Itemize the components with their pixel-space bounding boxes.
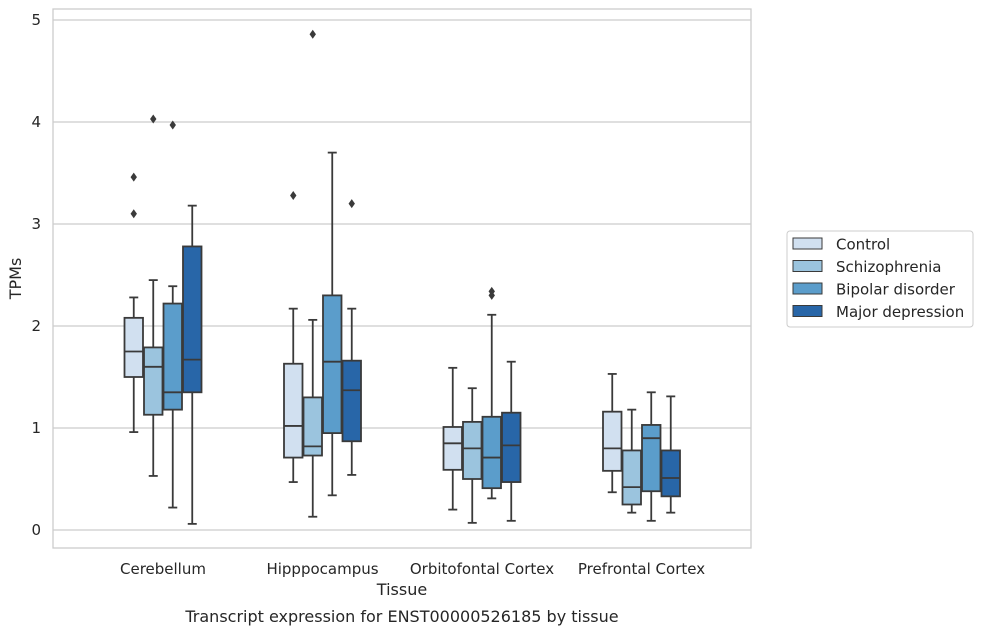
outlier-point	[488, 290, 495, 300]
box-control-3	[602, 373, 623, 494]
box-bipolar-disorder-3	[641, 391, 662, 522]
box-major-depression-0	[182, 204, 203, 525]
legend-label: Major depression	[836, 303, 964, 321]
legend: Control Schizophrenia Bipolar disorder Majo…	[786, 230, 974, 328]
legend-frame	[786, 230, 974, 328]
outlier-point	[130, 172, 137, 182]
box-iqr	[481, 415, 502, 490]
y-tick-label: 0	[31, 521, 41, 539]
box-iqr	[322, 294, 343, 434]
box-plots	[123, 29, 681, 525]
box-bipolar-disorder-1	[322, 151, 343, 497]
box-control-0	[123, 172, 144, 433]
legend-swatch	[792, 237, 823, 250]
x-tick-label: Orbitofontal Cortex	[410, 560, 554, 578]
plot-frame	[52, 8, 752, 549]
box-iqr	[621, 449, 642, 506]
x-tick-label: Cerebellum	[120, 560, 206, 578]
box-iqr	[660, 449, 681, 498]
legend-items: Control Schizophrenia Bipolar disorder Majo…	[792, 236, 964, 321]
chart-caption: Transcript expression for ENST0000052618…	[184, 607, 618, 626]
x-axis-title: Tissue	[376, 580, 427, 599]
legend-label: Control	[836, 236, 890, 254]
x-tick-label: Prefrontal Cortex	[578, 560, 705, 578]
outlier-point	[150, 114, 157, 124]
box-iqr	[341, 359, 362, 443]
box-control-1	[283, 190, 304, 483]
legend-label: Schizophrenia	[836, 258, 941, 276]
box-iqr	[162, 302, 183, 411]
box-control-2	[442, 366, 463, 511]
box-iqr	[462, 420, 483, 480]
box-major-depression-2	[501, 360, 522, 522]
outlier-point	[309, 29, 316, 39]
y-tick-label: 4	[31, 113, 41, 131]
y-tick-label: 5	[31, 11, 41, 29]
y-tick-label: 1	[31, 419, 41, 437]
box-bipolar-disorder-0	[162, 120, 183, 509]
x-tick-label: Hipppocampus	[266, 560, 378, 578]
legend-swatch	[792, 282, 823, 295]
box-iqr	[641, 424, 662, 493]
box-iqr	[442, 426, 463, 471]
outlier-point	[169, 120, 176, 130]
box-iqr	[182, 245, 203, 394]
box-iqr	[283, 362, 304, 459]
box-schizophrenia-2	[462, 387, 483, 524]
y-axis-title: TPMs	[6, 258, 25, 301]
x-tick-labels: Cerebellum Hipppocampus Orbitofontal Corte…	[120, 560, 705, 578]
outlier-point	[290, 190, 297, 200]
box-major-depression-1	[341, 199, 362, 476]
y-tick-label: 3	[31, 215, 41, 233]
outlier-point	[348, 199, 355, 209]
y-tick-label: 2	[31, 317, 41, 335]
box-iqr	[143, 346, 164, 416]
box-schizophrenia-0	[143, 114, 164, 477]
box-iqr	[302, 396, 323, 457]
legend-swatch	[792, 260, 823, 272]
box-bipolar-disorder-2	[481, 286, 502, 500]
box-iqr	[123, 316, 144, 378]
y-tick-labels: 0 1 2 3 4 5	[31, 11, 41, 539]
box-iqr	[602, 410, 623, 472]
box-schizophrenia-3	[621, 408, 642, 514]
box-major-depression-3	[660, 395, 681, 514]
box-schizophrenia-1	[302, 29, 323, 518]
legend-label: Bipolar disorder	[836, 281, 956, 299]
legend-swatch	[792, 305, 823, 317]
box-iqr	[501, 411, 522, 483]
outlier-point	[130, 209, 137, 219]
